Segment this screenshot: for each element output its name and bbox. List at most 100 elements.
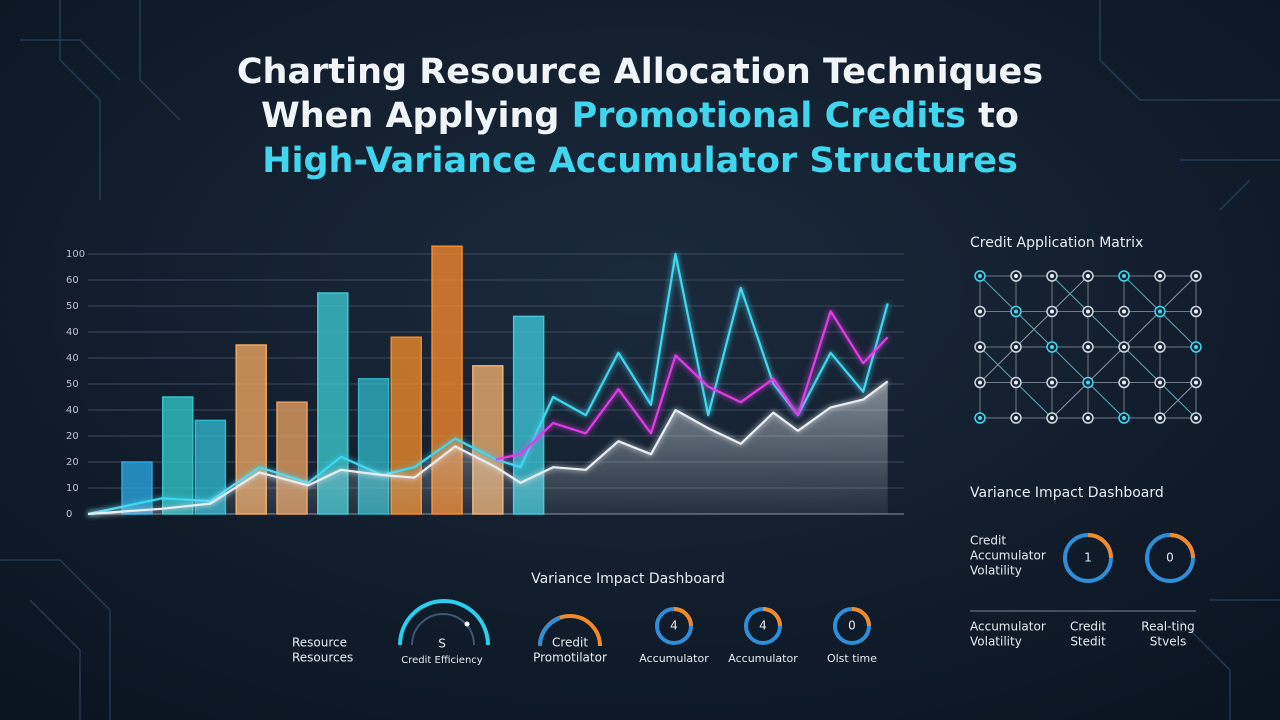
matrix-node-core bbox=[1014, 274, 1018, 278]
matrix-node-core bbox=[1158, 416, 1162, 420]
matrix-link bbox=[1051, 275, 1089, 312]
matrix-link bbox=[979, 346, 1017, 383]
matrix-link bbox=[1159, 275, 1197, 312]
label: Volatility bbox=[970, 635, 1022, 649]
y-tick-label: 60 bbox=[66, 275, 79, 286]
y-tick-label: 50 bbox=[66, 301, 79, 312]
matrix-node-core bbox=[1158, 345, 1162, 349]
matrix-node-core bbox=[1158, 274, 1162, 278]
panel-title: Variance Impact Dashboard bbox=[531, 571, 725, 587]
y-tick-label: 20 bbox=[66, 431, 79, 442]
label: Resource bbox=[292, 636, 347, 650]
y-tick-label: 40 bbox=[66, 405, 79, 416]
label: Accumulator bbox=[970, 620, 1046, 634]
label: Credit bbox=[970, 534, 1006, 548]
label: Resources bbox=[292, 651, 353, 665]
matrix bbox=[974, 270, 1202, 424]
label: Promotilator bbox=[533, 651, 607, 665]
title-line: High-Variance Accumulator Structures bbox=[262, 141, 1018, 181]
matrix-link bbox=[1123, 346, 1161, 383]
label: Accumulator bbox=[728, 652, 798, 665]
y-tick-label: 10 bbox=[66, 483, 79, 494]
gauge-value: 4 bbox=[670, 619, 678, 633]
title-highlight: Promotional Credits bbox=[572, 96, 966, 136]
label: Accumulator bbox=[970, 549, 1046, 563]
matrix-link bbox=[1051, 382, 1089, 419]
matrix-link bbox=[1087, 382, 1125, 419]
matrix-node-core bbox=[1050, 309, 1054, 314]
matrix-node-core bbox=[1194, 380, 1198, 385]
gauge-value: 4 bbox=[759, 619, 767, 633]
gauge-value: 0 bbox=[848, 619, 856, 633]
matrix-node-core bbox=[1050, 274, 1054, 278]
matrix-node-core bbox=[978, 274, 982, 278]
title-part: to bbox=[978, 96, 1019, 136]
matrix-node-core bbox=[1158, 380, 1162, 385]
y-tick-label: 40 bbox=[66, 353, 79, 364]
matrix-node-core bbox=[1122, 309, 1126, 314]
label: Stvels bbox=[1150, 635, 1186, 649]
matrix-node-core bbox=[1122, 380, 1126, 385]
matrix-node-core bbox=[1086, 274, 1090, 278]
line bbox=[87, 252, 889, 516]
label: Volatility bbox=[970, 564, 1022, 578]
gauge-arc bbox=[673, 607, 693, 627]
matrix-node-core bbox=[1086, 345, 1090, 349]
matrix-node-core bbox=[978, 309, 982, 314]
matrix-node-core bbox=[1014, 380, 1018, 385]
gauge-arc bbox=[411, 613, 475, 646]
matrix-link bbox=[1015, 382, 1053, 419]
matrix-node-core bbox=[1014, 309, 1018, 314]
gauge-value: 0 bbox=[1166, 551, 1174, 565]
matrix-node-core bbox=[1194, 274, 1198, 278]
title-line: Charting Resource Allocation Techniques bbox=[237, 52, 1043, 92]
matrix-node-core bbox=[1158, 309, 1162, 314]
matrix-node-core bbox=[1122, 274, 1126, 278]
bar bbox=[162, 396, 194, 515]
gauge-arc bbox=[762, 607, 782, 627]
label: Olst time bbox=[827, 652, 877, 665]
matrix-node-core bbox=[1194, 416, 1198, 420]
matrix-node-core bbox=[978, 345, 982, 349]
label: Credit bbox=[1070, 620, 1106, 634]
matrix-node-core bbox=[1050, 416, 1054, 420]
matrix-link bbox=[1087, 311, 1125, 348]
gauge-arc bbox=[1169, 533, 1195, 559]
gauge-arc bbox=[538, 616, 561, 647]
matrix-node-core bbox=[1086, 416, 1090, 420]
matrix-node-core bbox=[1014, 416, 1018, 420]
matrix-link bbox=[1159, 382, 1197, 419]
title-part: When Applying bbox=[261, 96, 559, 136]
matrix-node-core bbox=[978, 416, 982, 420]
gauge-value: S bbox=[438, 637, 446, 651]
y-tick-label: 100 bbox=[66, 249, 85, 260]
matrix-link bbox=[1123, 275, 1161, 312]
title-line: When Applying Promotional Credits to bbox=[261, 96, 1019, 136]
matrix-node-core bbox=[978, 380, 982, 385]
matrix-link bbox=[1087, 346, 1125, 383]
matrix-link bbox=[1159, 311, 1197, 348]
gauge-value: 1 bbox=[1084, 551, 1092, 565]
y-tick-label: 40 bbox=[66, 327, 79, 338]
matrix-node-core bbox=[1122, 345, 1126, 349]
gauge-arc bbox=[851, 607, 871, 627]
matrix-node-core bbox=[1050, 380, 1054, 385]
gauges: 4 Accumulator 4 Accumulator 0 Olst time 1 0 bbox=[639, 533, 1195, 665]
matrix-node-core bbox=[1194, 345, 1198, 349]
matrix-node-core bbox=[1086, 380, 1090, 385]
matrix-link bbox=[1015, 311, 1053, 348]
label: Real-ting bbox=[1141, 620, 1194, 634]
label: Credit bbox=[552, 636, 588, 650]
gauge-arc bbox=[1087, 533, 1113, 559]
y-tick-label: 50 bbox=[66, 379, 79, 390]
panel-title: Variance Impact Dashboard bbox=[970, 485, 1164, 501]
y-tick-label: 0 bbox=[66, 509, 72, 520]
chart: 0 10 20 20 40 50 40 40 50 60 100 bbox=[66, 245, 904, 520]
label: Accumulator bbox=[639, 652, 709, 665]
matrix-node-core bbox=[1122, 416, 1126, 420]
line bbox=[495, 310, 889, 461]
